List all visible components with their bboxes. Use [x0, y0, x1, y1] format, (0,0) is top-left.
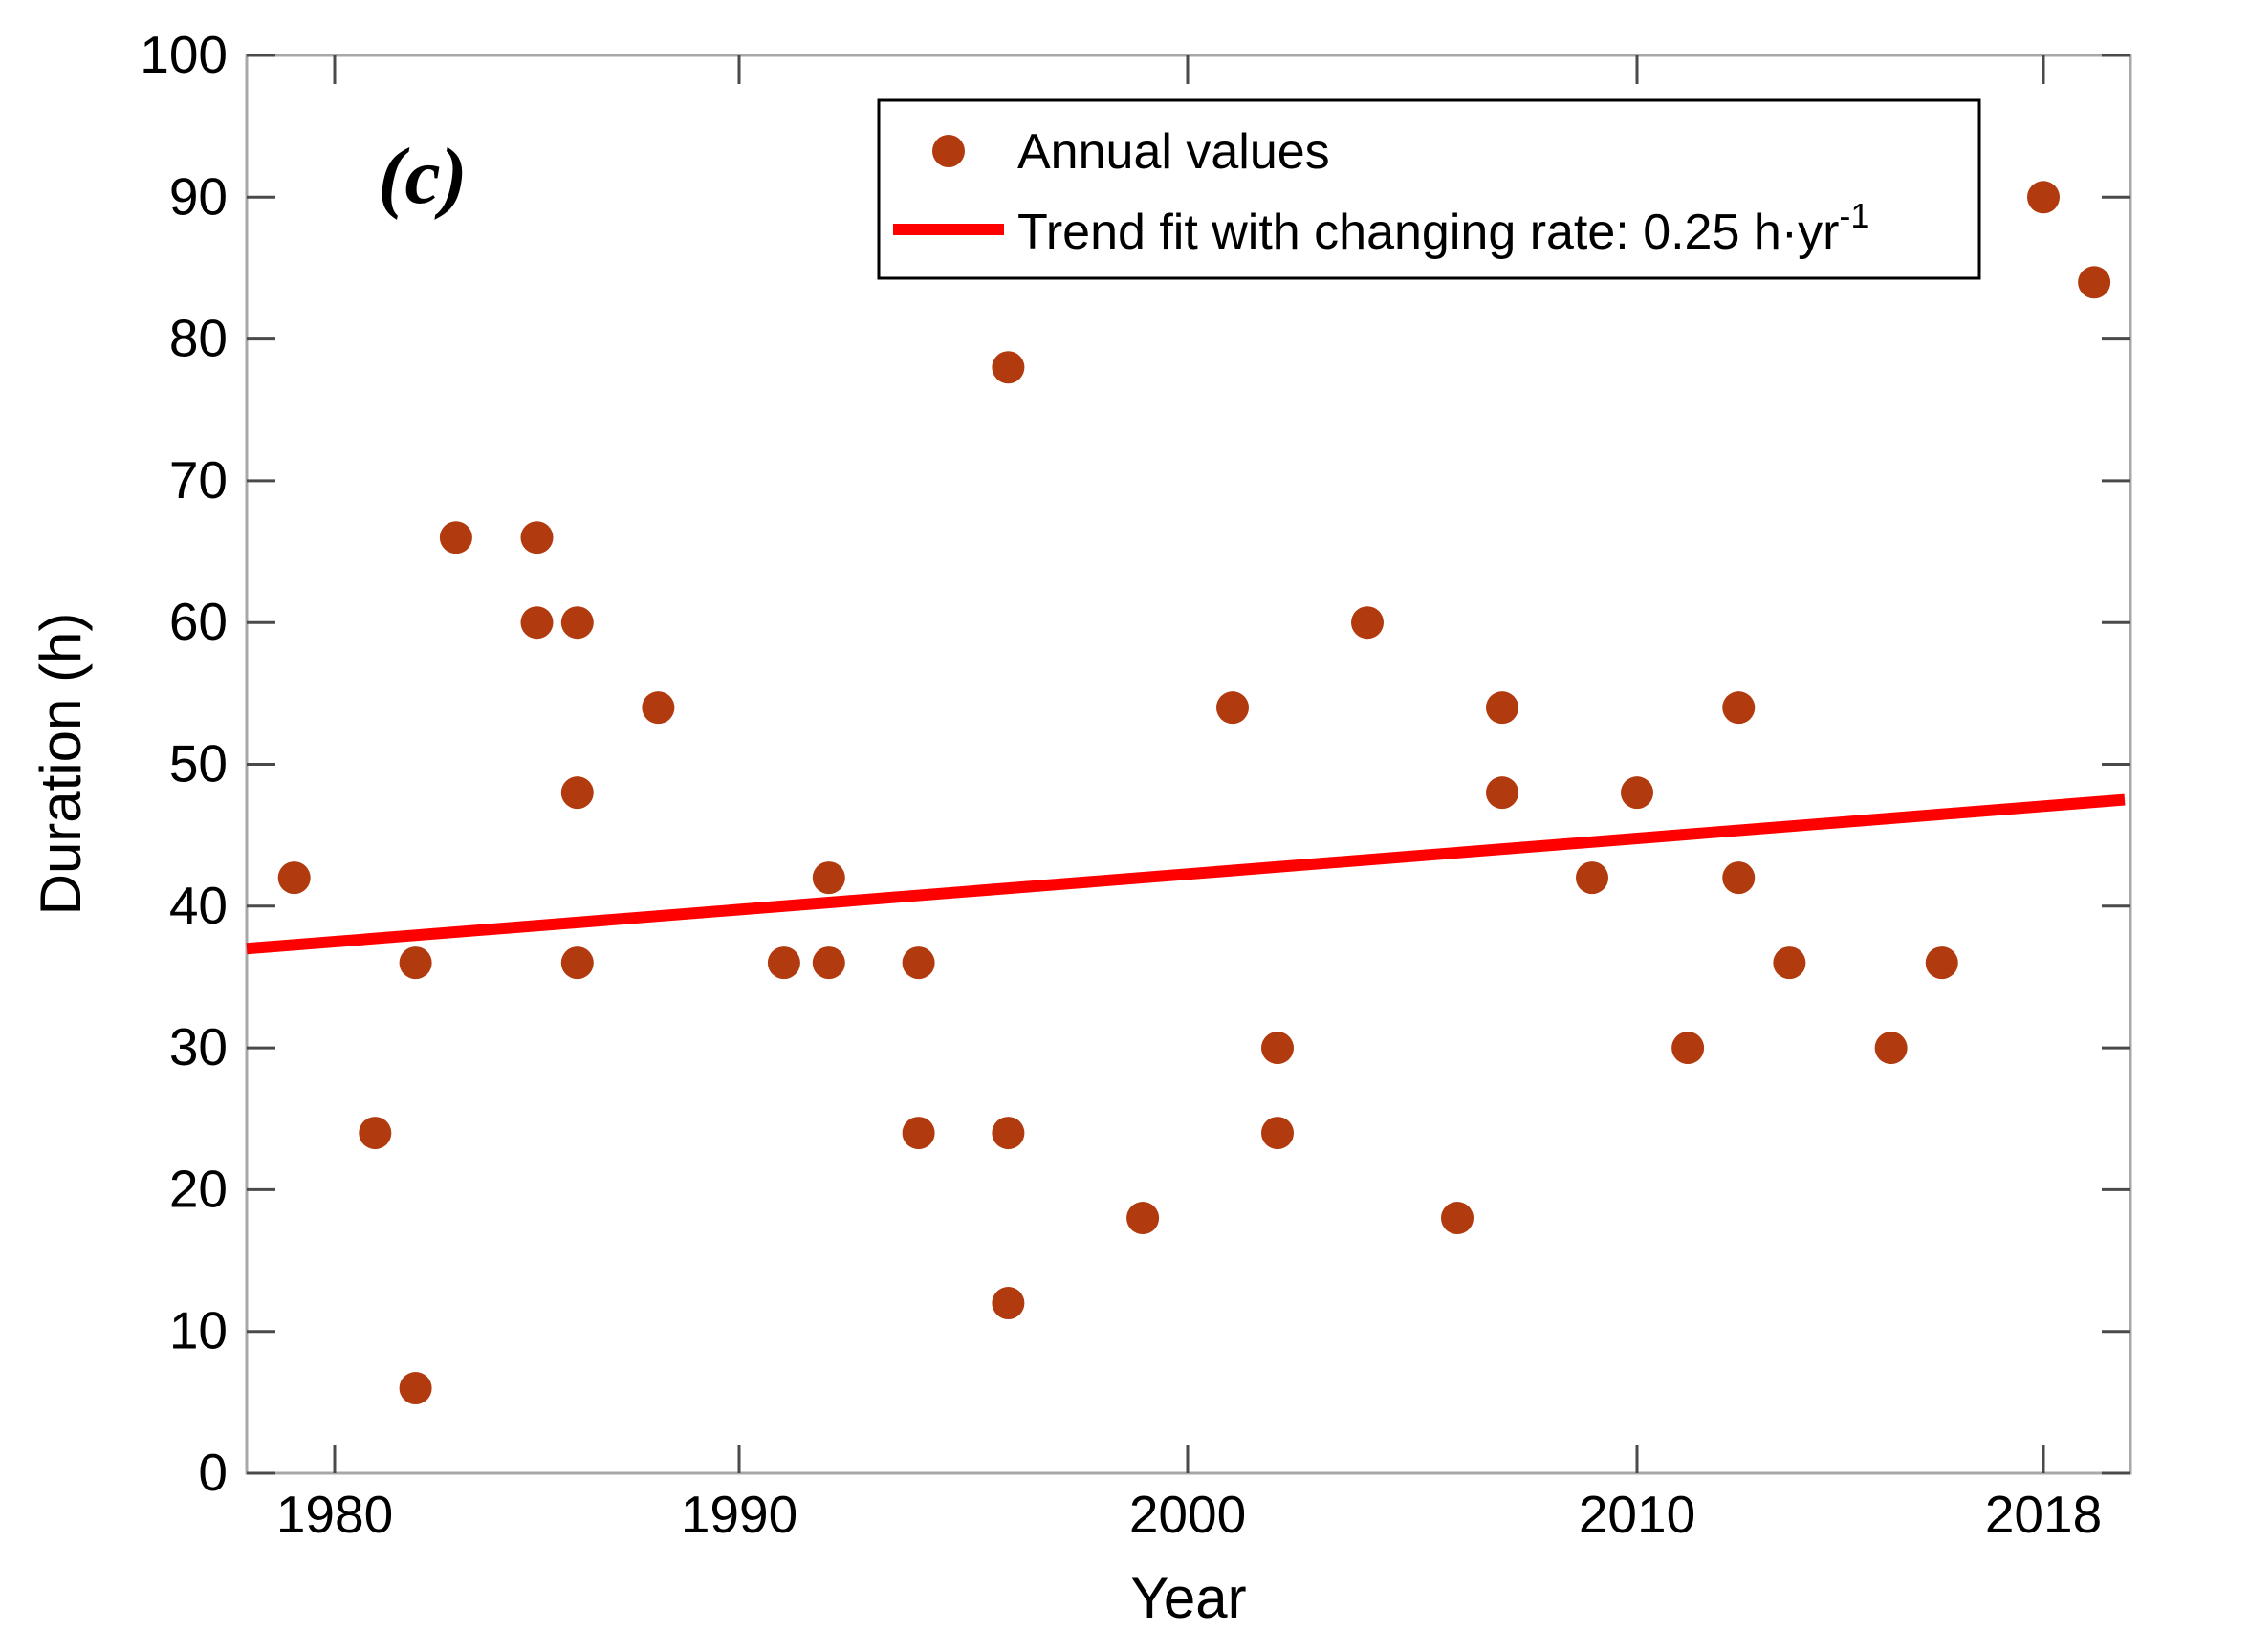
data-point — [902, 946, 935, 980]
data-point — [1722, 691, 1756, 725]
data-point — [1722, 861, 1756, 895]
y-tick-label: 40 — [169, 876, 228, 935]
legend-trend-label-main: Trend fit with changing rate: 0.25 h·yr — [1017, 205, 1839, 260]
data-point — [1216, 691, 1249, 725]
data-point — [1925, 946, 1958, 980]
data-point — [1671, 1032, 1705, 1065]
data-point — [439, 521, 472, 554]
data-point — [1126, 1202, 1160, 1235]
data-point — [642, 691, 675, 725]
y-tick-label: 0 — [198, 1443, 228, 1502]
data-point — [1874, 1032, 1908, 1065]
x-tick-label: 2000 — [1129, 1485, 1246, 1544]
legend-annual-label: Annual values — [1017, 124, 1330, 180]
data-point — [992, 351, 1025, 384]
legend: Annual values Trend fit with changing ra… — [877, 98, 1981, 280]
data-point — [2027, 181, 2060, 214]
x-tick-label: 1980 — [276, 1485, 393, 1544]
data-point — [1441, 1202, 1474, 1235]
data-point — [767, 946, 800, 980]
data-point — [359, 1117, 392, 1150]
x-tick-label: 2018 — [1985, 1485, 2102, 1544]
data-point — [277, 861, 311, 895]
data-point — [560, 776, 594, 810]
data-point — [560, 946, 594, 980]
data-point — [812, 946, 845, 980]
data-point — [1351, 606, 1384, 640]
data-point — [1261, 1032, 1294, 1065]
axis-ticks: 1980 1990 2000 2010 2018 0 10 20 30 40 50 60 70 80 90 1… — [140, 25, 2130, 1544]
data-point — [1576, 861, 1608, 895]
y-tick-label: 90 — [169, 166, 228, 226]
y-tick-label: 80 — [169, 309, 228, 368]
data-point — [1486, 691, 1518, 725]
x-tick-label: 1990 — [681, 1485, 797, 1544]
y-tick-label: 50 — [169, 734, 228, 793]
y-tick-label: 20 — [169, 1159, 228, 1218]
data-point — [992, 1287, 1025, 1320]
legend-trend-label-exponent: -1 — [1839, 196, 1869, 235]
data-point — [399, 1372, 432, 1405]
data-point — [812, 861, 845, 895]
legend-trend-label: Trend fit with changing rate: 0.25 h·yr-… — [1017, 196, 1869, 260]
data-point — [520, 521, 554, 554]
x-tick-label: 2010 — [1579, 1485, 1695, 1544]
data-points-layer — [277, 181, 2111, 1405]
panel-label: (c) — [378, 132, 467, 221]
data-point — [399, 946, 432, 980]
data-point — [1773, 946, 1806, 980]
y-tick-label: 70 — [169, 450, 228, 510]
x-axis-label: Year — [1130, 1566, 1246, 1630]
y-axis-label: Duration (h) — [29, 613, 93, 916]
legend-point-marker-icon — [932, 135, 965, 167]
legend-border — [877, 98, 1981, 280]
data-point — [1486, 776, 1518, 810]
data-point — [2078, 266, 2111, 299]
trend-line — [246, 793, 2126, 955]
data-point — [1621, 776, 1653, 810]
y-tick-label: 100 — [140, 25, 228, 84]
data-point — [1261, 1117, 1294, 1150]
data-point — [992, 1117, 1025, 1150]
y-tick-label: 10 — [169, 1301, 228, 1360]
y-tick-label: 60 — [169, 592, 228, 651]
trend-line-layer — [246, 793, 2126, 955]
data-point — [520, 606, 554, 640]
data-point — [902, 1117, 935, 1150]
data-point — [560, 606, 594, 640]
y-tick-label: 30 — [169, 1017, 228, 1076]
